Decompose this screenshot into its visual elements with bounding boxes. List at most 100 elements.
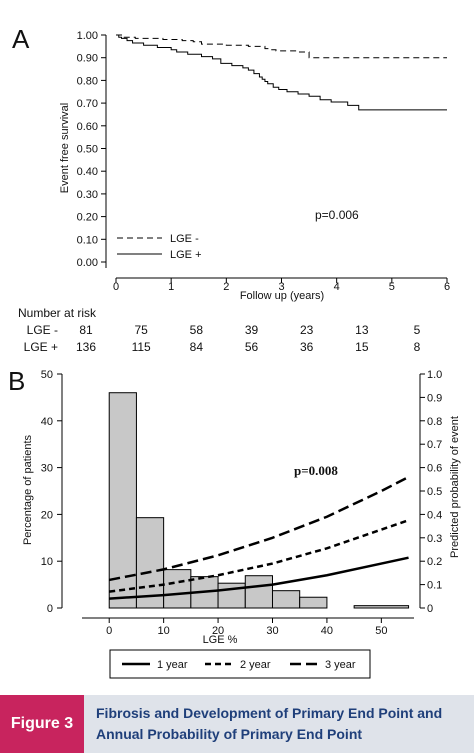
risk-value: 5 <box>414 323 421 337</box>
risk-value: 13 <box>355 323 369 337</box>
panel-b-left-tick-label: 40 <box>41 416 53 428</box>
panel-b-histogram-chart: B 0 10 20 30 40 50 0 0.1 0.2 0.3 0.4 0.5 0.6 0.7 0.8 0… <box>8 366 461 679</box>
probability-curve-3-year <box>108 475 410 582</box>
panel-b-p-value: p=0.008 <box>294 463 338 478</box>
legend-label-3-year: 3 year <box>325 659 356 671</box>
risk-row-label-lge-neg: LGE - <box>27 323 58 337</box>
risk-value: 84 <box>190 340 204 354</box>
risk-value: 115 <box>132 340 151 354</box>
legend-label-lge-neg: LGE - <box>170 233 199 245</box>
panel-a-x-tick-label: 4 <box>334 281 340 293</box>
panel-a-x-tick-label: 2 <box>223 281 229 293</box>
panel-b-x-tick-label: 30 <box>266 625 278 637</box>
km-line-lge-negative <box>116 34 447 59</box>
legend-label-1-year: 1 year <box>157 659 188 671</box>
histogram-bar <box>244 575 273 609</box>
panel-a-legend: LGE - LGE + <box>117 233 202 261</box>
risk-value: 75 <box>134 323 148 337</box>
panel-a-km-chart: A 0.00 0.10 0.20 0.30 0.40 0.50 0.60 0.70 0.80 0.… <box>12 24 450 354</box>
panel-b-legend: 1 year 2 year 3 year <box>109 649 371 679</box>
panel-b-left-tick-label: 50 <box>41 369 53 381</box>
panel-b-x-tick-label: 20 <box>212 625 224 637</box>
panel-b-right-tick-label: 0.4 <box>427 509 442 521</box>
panel-a-series <box>116 34 447 111</box>
figure-caption: Fibrosis and Development of Primary End … <box>96 705 443 742</box>
panel-a-y-tick-label: 1.00 <box>77 30 98 42</box>
panel-a-x-tick-label: 1 <box>168 281 174 293</box>
panel-b-x-tick-label: 50 <box>375 625 387 637</box>
risk-value: 23 <box>300 323 314 337</box>
panel-b-x-ticks: 0 10 20 30 40 50 <box>106 618 387 637</box>
risk-row-label-lge-pos: LGE + <box>24 340 58 354</box>
panel-b-x-tick-label: 40 <box>321 625 333 637</box>
panel-b-right-tick-label: 1.0 <box>427 369 442 381</box>
panel-b-right-axis-label: Predicted probability of event <box>449 416 461 558</box>
panel-b-legend-box <box>109 649 371 679</box>
panel-b-left-tick-label: 0 <box>47 603 53 615</box>
panel-b-right-tick-label: 0.1 <box>427 580 442 592</box>
panel-b-right-tick-label: 0.9 <box>427 392 442 404</box>
km-line-lge-positive <box>116 34 447 111</box>
panel-b-x-tick-label: 0 <box>106 625 112 637</box>
panel-a-y-tick-label: 0.40 <box>77 166 98 178</box>
panel-a-x-tick-label: 5 <box>389 281 395 293</box>
panel-b-left-tick-label: 20 <box>41 509 53 521</box>
panel-a-x-tick-label: 3 <box>278 281 284 293</box>
panel-b-right-tick-label: 0.5 <box>427 486 442 498</box>
panel-b-right-tick-label: 0.3 <box>427 533 442 545</box>
panel-a-y-tick-label: 0.50 <box>77 144 98 156</box>
panel-a-y-tick-label: 0.10 <box>77 234 98 246</box>
histogram-bar <box>163 569 192 609</box>
legend-label-lge-pos: LGE + <box>170 249 202 261</box>
histogram-bar <box>353 605 410 609</box>
panel-b-right-tick-label: 0 <box>427 603 433 615</box>
panel-b-right-tick-label: 0.6 <box>427 463 442 475</box>
probability-curve-1-year <box>109 556 409 600</box>
panel-b-left-tick-label: 10 <box>41 556 53 568</box>
risk-value: 56 <box>245 340 259 354</box>
panel-b-right-tick-label: 0.2 <box>427 556 442 568</box>
panel-a-x-ticks: 0 1 2 3 4 5 6 <box>113 278 450 293</box>
risk-value: 36 <box>300 340 314 354</box>
risk-value: 8 <box>414 340 421 354</box>
risk-value: 136 <box>76 340 96 354</box>
panel-b-left-ticks: 0 10 20 30 40 50 <box>41 369 62 615</box>
panel-a-y-tick-label: 0.30 <box>77 189 98 201</box>
panel-b-label: B <box>8 366 25 396</box>
risk-value: 39 <box>245 323 259 337</box>
panel-a-y-tick-label: 0.70 <box>77 98 98 110</box>
figure-footer: Figure 3 Fibrosis and Development of Pri… <box>0 695 474 753</box>
panel-a-x-tick-label: 6 <box>444 281 450 293</box>
histogram-bar <box>108 392 137 609</box>
panel-a-label: A <box>12 24 30 54</box>
panel-b-y-axis-label: Percentage of patients <box>22 434 34 545</box>
risk-value: 15 <box>355 340 369 354</box>
panel-b-right-tick-label: 0.7 <box>427 439 442 451</box>
histogram-bar <box>299 596 328 609</box>
panel-b-curves <box>108 475 410 600</box>
panel-a-y-axis-label: Event free survival <box>59 103 71 193</box>
panel-b-left-tick-label: 30 <box>41 463 53 475</box>
risk-value: 58 <box>190 323 204 337</box>
figure-number-label: Figure 3 <box>0 695 84 753</box>
risk-table-values: 81 75 58 39 23 13 5 136 115 84 56 36 15 8 <box>76 323 421 354</box>
panel-a-y-tick-label: 0.90 <box>77 53 98 65</box>
histogram-bar <box>135 517 165 609</box>
panel-a-x-tick-label: 0 <box>113 281 119 293</box>
risk-value: 81 <box>79 323 93 337</box>
probability-curve-2-year <box>109 519 409 593</box>
panel-b-x-axis-label: LGE % <box>203 634 238 646</box>
histogram-bar <box>271 590 301 609</box>
legend-label-2-year: 2 year <box>240 659 271 671</box>
panel-b-x-tick-label: 10 <box>158 625 170 637</box>
panel-a-y-tick-label: 0.60 <box>77 121 98 133</box>
panel-b-right-tick-label: 0.8 <box>427 416 442 428</box>
risk-table-title: Number at risk <box>18 306 97 320</box>
panel-b-bars <box>108 392 410 609</box>
panel-a-y-tick-label: 0.80 <box>77 75 98 87</box>
panel-a-x-axis-label: Follow up (years) <box>240 290 324 302</box>
panel-a-y-tick-label: 0.00 <box>77 257 98 269</box>
panel-a-p-value: p=0.006 <box>315 208 359 222</box>
panel-a-y-tick-label: 0.20 <box>77 212 98 224</box>
